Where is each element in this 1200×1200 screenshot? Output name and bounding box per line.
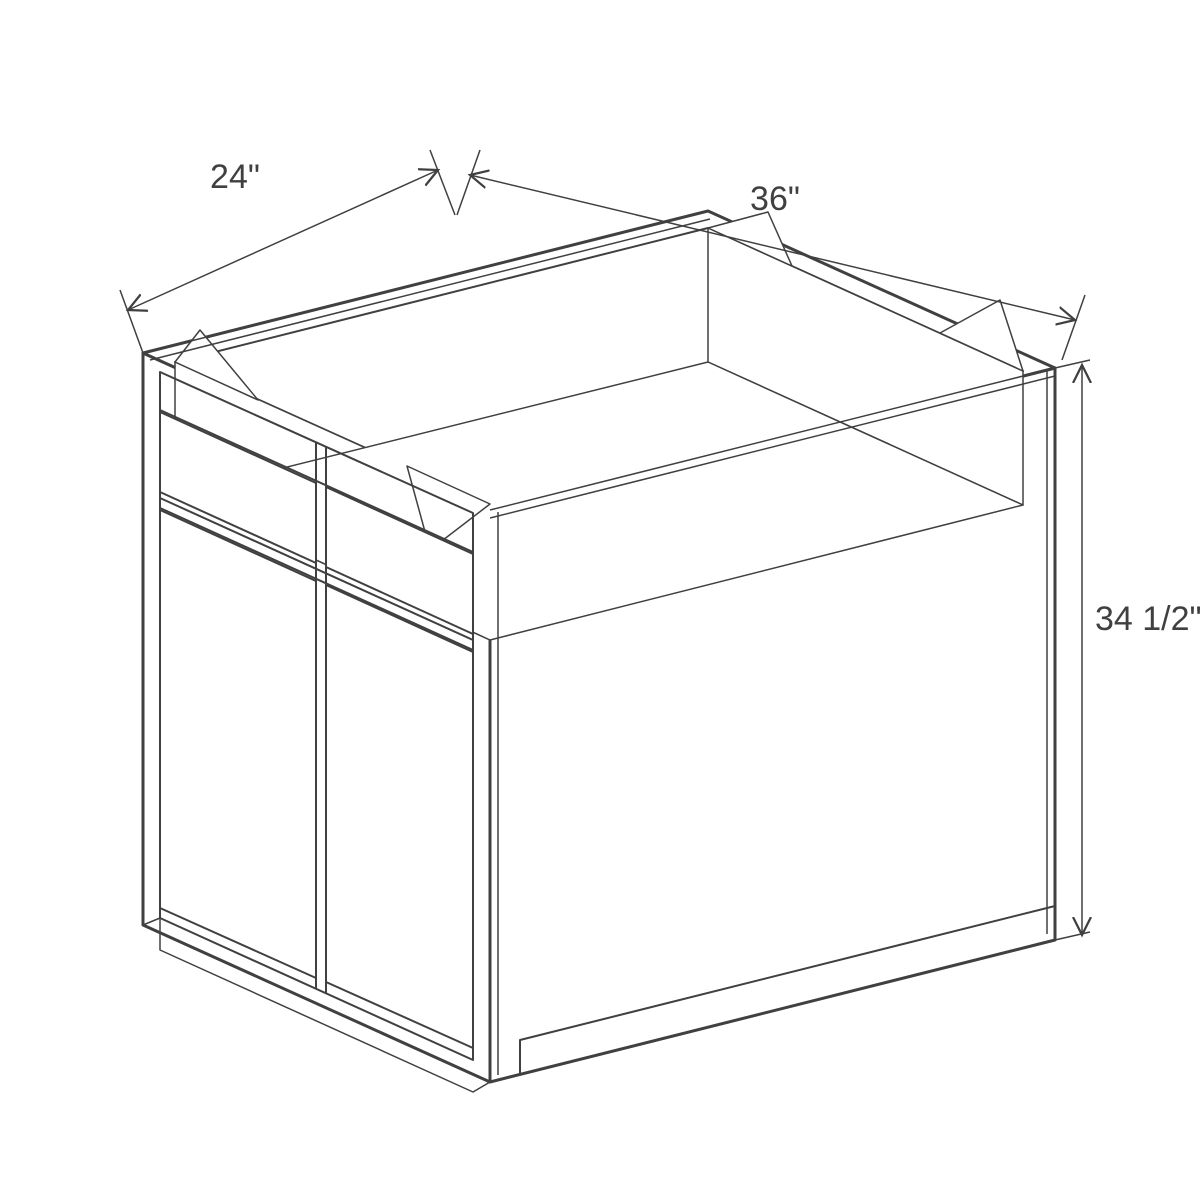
- depth-label: 24": [210, 158, 260, 196]
- height-label: 34 1/2": [1095, 600, 1200, 638]
- width-label: 36": [750, 180, 800, 218]
- cabinet-body: [143, 211, 1055, 1092]
- cabinet-diagram: 24" 36" 34 1/2": [0, 0, 1200, 1200]
